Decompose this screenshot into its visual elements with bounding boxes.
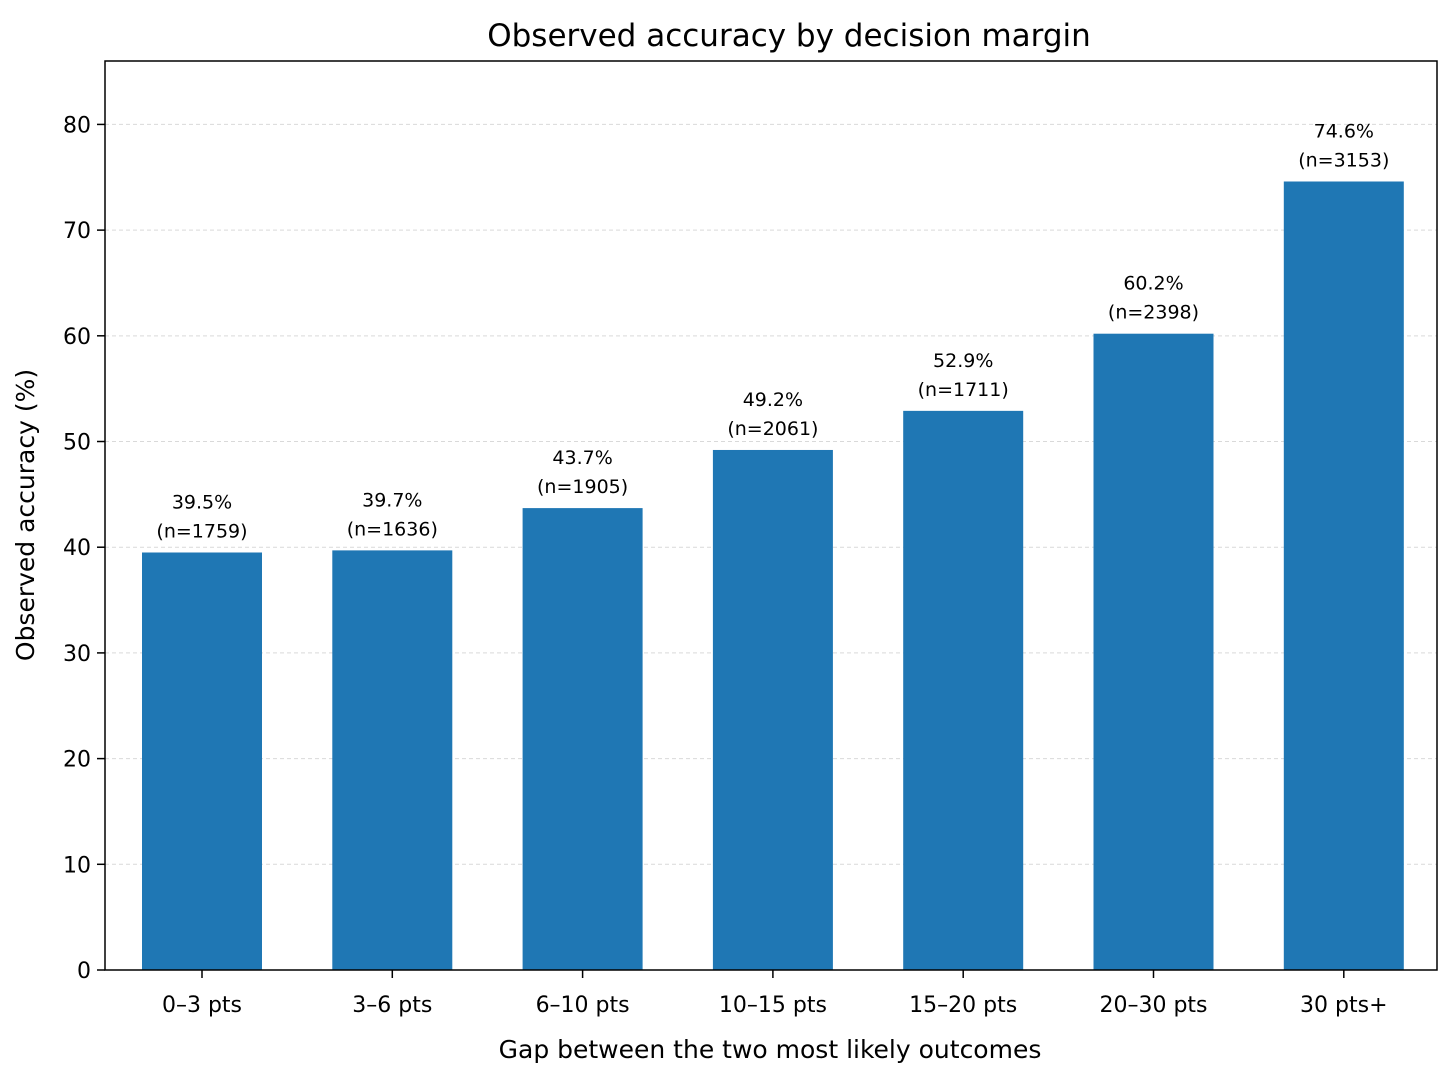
y-tick-label: 80 <box>63 113 91 138</box>
bar-value-label: 49.2% <box>743 389 803 411</box>
y-axis-label: Observed accuracy (%) <box>11 369 40 661</box>
bar-count-label: (n=1711) <box>918 379 1009 401</box>
y-tick-label: 0 <box>77 959 91 984</box>
bar-value-label: 52.9% <box>933 350 993 372</box>
bar <box>522 508 643 970</box>
bar-value-label: 39.7% <box>362 489 422 511</box>
bar <box>903 410 1024 970</box>
bar-count-label: (n=1759) <box>156 520 247 542</box>
y-tick-label: 70 <box>63 219 91 244</box>
y-tick-label: 10 <box>63 853 91 878</box>
x-tick-label: 6–10 pts <box>536 993 630 1018</box>
y-tick-label: 30 <box>63 642 91 667</box>
bar-value-label: 43.7% <box>552 447 612 469</box>
y-tick-label: 60 <box>63 325 91 350</box>
x-tick-label: 20–30 pts <box>1099 993 1207 1018</box>
bar <box>1093 333 1214 970</box>
x-axis-label: Gap between the two most likely outcomes <box>499 1035 1042 1064</box>
bar <box>142 552 262 970</box>
x-tick-label: 3–6 pts <box>352 993 432 1018</box>
x-tick-label: 10–15 pts <box>719 993 827 1018</box>
bar <box>1283 181 1404 970</box>
x-tick-label: 30 pts+ <box>1300 993 1387 1018</box>
y-tick-label: 50 <box>63 431 91 456</box>
x-tick-label: 0–3 pts <box>162 993 242 1018</box>
bar <box>712 449 833 971</box>
bar-value-label: 74.6% <box>1314 120 1374 142</box>
bar-count-label: (n=2061) <box>727 418 818 440</box>
bar-value-label: 39.5% <box>172 491 232 513</box>
x-tick-label: 15–20 pts <box>909 993 1017 1018</box>
bar-count-label: (n=1905) <box>537 476 628 498</box>
bar-count-label: (n=2398) <box>1108 302 1199 324</box>
y-tick-label: 40 <box>63 536 91 561</box>
chart-title: Observed accuracy by decision margin <box>487 18 1091 54</box>
y-tick-label: 20 <box>63 748 91 773</box>
bar <box>332 550 453 970</box>
bars <box>142 181 1404 971</box>
plot-frame <box>104 60 1438 971</box>
bar-count-label: (n=1636) <box>347 518 438 540</box>
x-axis-ticks: 0–3 pts 3–6 pts 6–10 pts 10–15 pts 15–20 pts… <box>162 970 1388 1018</box>
y-axis-ticks: 0 10 20 30 40 50 60 70 80 <box>63 113 105 984</box>
bar-value-label: 60.2% <box>1123 273 1183 295</box>
data-labels: 39.5% (n=1759) 39.7% (n=1636) 43.7% (n=1905) 4… <box>156 120 1389 542</box>
bar-count-label: (n=3153) <box>1298 149 1389 171</box>
